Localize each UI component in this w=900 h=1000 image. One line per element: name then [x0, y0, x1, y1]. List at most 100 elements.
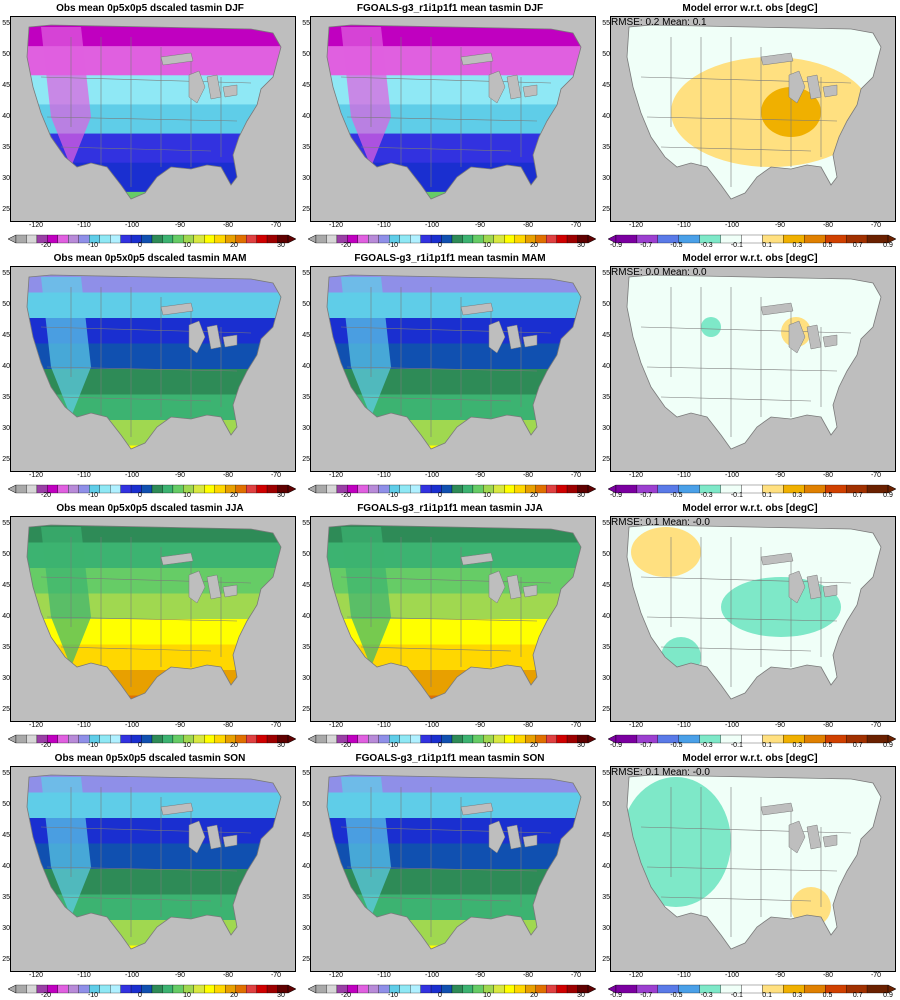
rmse-mean-stats: RMSE: 0.0 Mean: 0.0 [611, 267, 707, 278]
lon-tick-label: -90 [468, 972, 492, 979]
colorbar-label: 0.9 [876, 992, 900, 999]
map-panel-model-jja: FGOALS-g3_r1i1p1f1 mean tasmin JJA 55 50 45… [300, 500, 600, 750]
lat-tick-label: 55 [0, 520, 10, 527]
lat-tick-label: 30 [0, 175, 10, 182]
colorbar-label: 0.7 [846, 242, 870, 249]
colorbar-label: 0.3 [785, 492, 809, 499]
map-area [610, 16, 896, 222]
colorbar-label: -0.7 [634, 992, 658, 999]
lat-tick-label: 35 [300, 144, 310, 151]
colorbar-swatch [110, 735, 120, 743]
colorbar-swatch [557, 235, 567, 243]
lon-tick-label: -80 [516, 722, 540, 729]
colorbar-label: -0.3 [695, 742, 719, 749]
colorbar-label: 0.9 [876, 242, 900, 249]
panel-title: Obs mean 0p5x0p5 dscaled tasmin MAM [0, 253, 300, 264]
colorbar-label: -0.5 [664, 992, 688, 999]
colorbar-swatch [246, 485, 256, 493]
lon-tick-label: -120 [324, 722, 348, 729]
lon-tick-label: -80 [816, 972, 840, 979]
lat-tick-label: 45 [300, 832, 310, 839]
colorbar-swatch [152, 485, 162, 493]
lon-tick-label: -90 [768, 472, 792, 479]
lat-tick-label: 35 [0, 894, 10, 901]
lat-tick-label: 30 [300, 425, 310, 432]
lon-tick-label: -100 [720, 222, 744, 229]
lon-tick-label: -110 [672, 972, 696, 979]
panel-title: Model error w.r.t. obs [degC] [600, 3, 900, 14]
map-panel-err-djf: Model error w.r.t. obs [degC] RMSE: 0.2 M… [600, 0, 900, 250]
colorbar-swatch [110, 485, 120, 493]
lon-tick-label: -80 [216, 222, 240, 229]
lat-tick-label: 40 [0, 863, 10, 870]
map-area [310, 766, 596, 972]
colorbar-swatch [358, 735, 368, 743]
colorbar-swatch [410, 485, 420, 493]
map-area [610, 516, 896, 722]
lat-tick-label: 55 [300, 770, 310, 777]
colorbar-swatch [504, 735, 514, 743]
colorbar-label: 0 [428, 992, 452, 999]
lat-tick-label: 50 [0, 551, 10, 558]
colorbar-swatch [316, 985, 326, 993]
map-panel-err-mam: Model error w.r.t. obs [degC] RMSE: 0.0 M… [600, 250, 900, 500]
lon-tick-label: -90 [468, 722, 492, 729]
colorbar-swatch [504, 485, 514, 493]
colorbar-label: 10 [475, 992, 499, 999]
colorbar-swatch [204, 985, 214, 993]
lat-tick-label: 25 [600, 206, 610, 213]
colorbar-swatch [58, 985, 68, 993]
colorbar-swatch [16, 235, 26, 243]
colorbar-label: 20 [522, 742, 546, 749]
colorbar-label: -10 [81, 492, 105, 499]
lat-tick-label: 50 [0, 801, 10, 808]
lat-tick-label: 55 [300, 520, 310, 527]
colorbar-label: 10 [175, 742, 199, 749]
lon-tick-label: -70 [564, 472, 588, 479]
map-panel-model-djf: FGOALS-g3_r1i1p1f1 mean tasmin DJF 55 50 45… [300, 0, 600, 250]
colorbar-label: 10 [175, 242, 199, 249]
lat-tick-label: 45 [0, 82, 10, 89]
map-svg [611, 767, 895, 971]
colorbar-label: -0.5 [664, 742, 688, 749]
lat-tick-label: 25 [300, 456, 310, 463]
colorbar-swatch [204, 235, 214, 243]
colorbar-swatch [162, 485, 172, 493]
panel-title: Model error w.r.t. obs [degC] [600, 253, 900, 264]
colorbar-swatch [546, 985, 556, 993]
colorbar-swatch [110, 985, 120, 993]
colorbar-swatch [16, 735, 26, 743]
colorbar-label: -10 [381, 742, 405, 749]
map-svg [11, 517, 295, 721]
lon-tick-label: -100 [120, 222, 144, 229]
colorbar-swatch [110, 235, 120, 243]
lon-tick-label: -80 [516, 472, 540, 479]
colorbar-swatch [410, 235, 420, 243]
lon-tick-label: -120 [624, 722, 648, 729]
colorbar-swatch [68, 985, 78, 993]
lat-tick-label: 40 [600, 363, 610, 370]
lon-tick-label: -100 [420, 972, 444, 979]
colorbar-swatch [410, 735, 420, 743]
lon-tick-label: -120 [24, 722, 48, 729]
lon-tick-label: -120 [624, 222, 648, 229]
lat-tick-label: 25 [600, 706, 610, 713]
lon-tick-label: -90 [168, 972, 192, 979]
lon-tick-label: -120 [624, 972, 648, 979]
colorbar-label: -0.9 [604, 742, 628, 749]
figure-grid: Obs mean 0p5x0p5 dscaled tasmin DJF 55 50 4… [0, 0, 900, 1000]
lon-tick-label: -70 [264, 722, 288, 729]
lon-tick-label: -110 [372, 472, 396, 479]
lat-tick-label: 40 [600, 613, 610, 620]
colorbar-swatch [16, 485, 26, 493]
colorbar-swatch [546, 235, 556, 243]
colorbar-label: 10 [175, 492, 199, 499]
colorbar-swatch [68, 485, 78, 493]
colorbar-swatch [368, 735, 378, 743]
lat-tick-label: 50 [600, 551, 610, 558]
colorbar-label: 10 [175, 992, 199, 999]
colorbar-label: -0.9 [604, 492, 628, 499]
panel-title: FGOALS-g3_r1i1p1f1 mean tasmin MAM [300, 253, 600, 264]
lat-tick-label: 45 [300, 82, 310, 89]
lat-tick-label: 55 [600, 770, 610, 777]
